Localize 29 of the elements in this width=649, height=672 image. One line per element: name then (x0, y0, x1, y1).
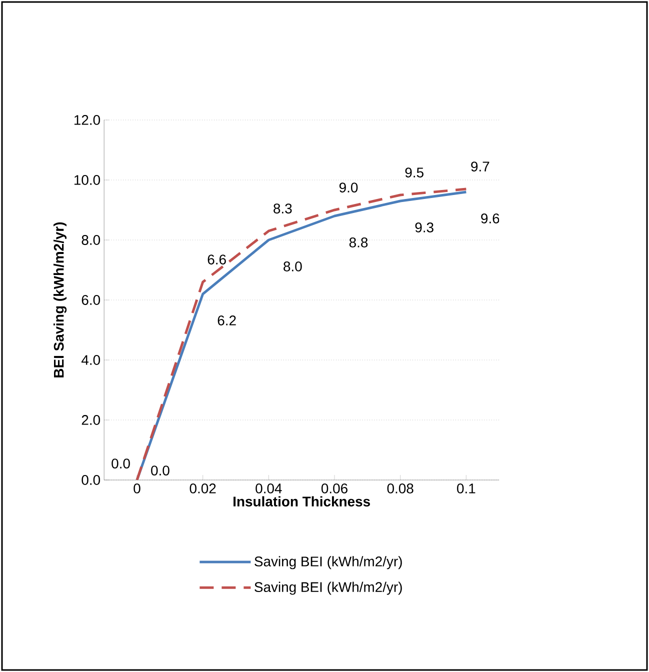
x-tick-label: 0.06 (321, 484, 348, 494)
y-tick-label: 2.0 (82, 415, 100, 425)
y-tick-label: 12.0 (74, 115, 100, 125)
data-label: 6.2 (218, 316, 236, 326)
data-label: 8.8 (349, 238, 368, 248)
y-tick-label: 6.0 (82, 295, 100, 305)
data-label: 9.7 (471, 162, 490, 172)
y-tick-label: 8.0 (82, 235, 100, 245)
data-label: 9.3 (415, 222, 434, 232)
legend-label: Saving BEI (kWh/m2/yr) (254, 556, 402, 570)
y-axis-title: BEI Saving (kWh/m2/yr) (54, 222, 67, 378)
x-tick-label: 0.08 (387, 484, 414, 494)
data-label: 0.0 (151, 466, 170, 476)
data-label: 8.0 (284, 262, 302, 272)
x-axis-title: Insulation Thickness (234, 496, 370, 506)
x-tick-label: 0.1 (457, 484, 476, 494)
data-label: 9.0 (339, 182, 358, 192)
y-tick-label: 4.0 (81, 355, 100, 365)
data-label: 9.5 (405, 168, 424, 178)
data-label: 9.6 (481, 214, 500, 224)
data-label: 0.0 (112, 458, 130, 468)
y-tick-label: 0.0 (82, 475, 100, 485)
data-label: 6.6 (208, 254, 226, 264)
data-label: 8.3 (274, 204, 292, 214)
x-tick-label: 0.04 (256, 484, 282, 494)
x-tick-label: 0 (134, 484, 140, 494)
x-tick-label: 0.02 (190, 484, 216, 494)
y-tick-label: 10.0 (74, 175, 100, 185)
legend-label: Saving BEI (kWh/m2/yr) (254, 582, 402, 595)
